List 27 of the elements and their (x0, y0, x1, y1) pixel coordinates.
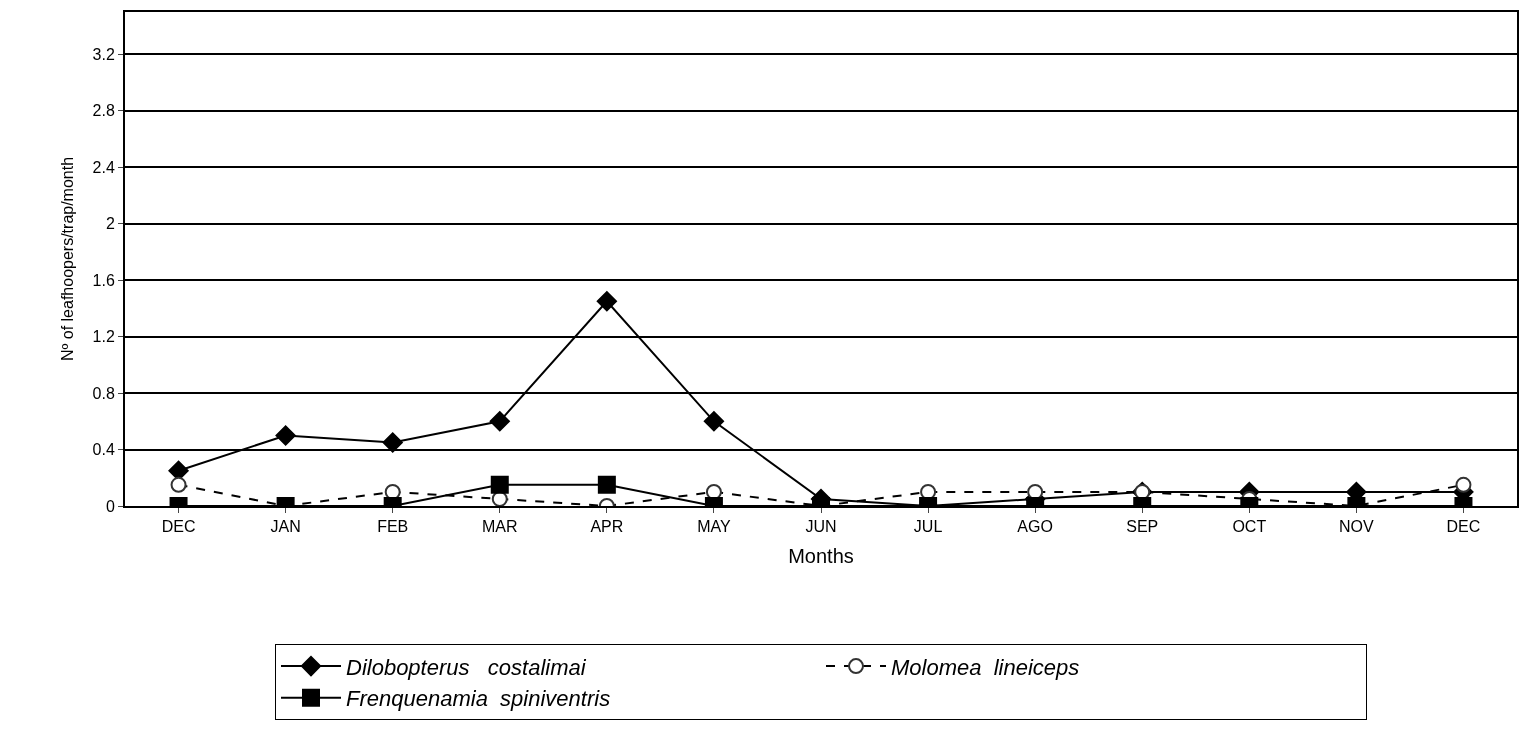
y-tick-label: 2.4 (92, 158, 115, 176)
x-tick-label: JUL (913, 518, 943, 536)
y-tick-label: 3.2 (92, 45, 115, 63)
y-tick-label: 2 (105, 215, 115, 233)
x-tick-label: DEC (1446, 518, 1481, 536)
x-tick-label: MAY (697, 518, 731, 536)
y-tick-label: 2.8 (92, 102, 115, 120)
x-tick-label: SEP (1126, 518, 1159, 536)
x-tick-label: NOV (1339, 518, 1375, 536)
x-tick-label: AGO (1017, 518, 1053, 536)
x-tick-label: JUN (805, 518, 837, 536)
y-tick-label: 0.8 (92, 384, 115, 402)
x-tick-label: APR (590, 518, 624, 536)
x-tick-label: JAN (270, 518, 301, 536)
legend-label: Dilobopterus costalimai (346, 654, 587, 680)
y-tick-label: 0 (105, 497, 115, 515)
x-tick-label: DEC (161, 518, 196, 536)
x-tick-label: MAR (481, 518, 518, 536)
legend-label: Molomea lineiceps (891, 654, 1080, 680)
legend-label: Frenquenamia spiniventris (346, 686, 611, 712)
y-tick-label: 1.6 (92, 271, 115, 289)
x-axis-title: Months (788, 545, 854, 568)
x-tick-label: FEB (377, 518, 409, 536)
y-tick-label: 0.4 (92, 441, 115, 459)
y-tick-label: 1.2 (92, 328, 115, 346)
x-tick-label: OCT (1232, 518, 1267, 536)
y-axis-title: Nº of leafhoopers/trap/month (58, 156, 76, 362)
